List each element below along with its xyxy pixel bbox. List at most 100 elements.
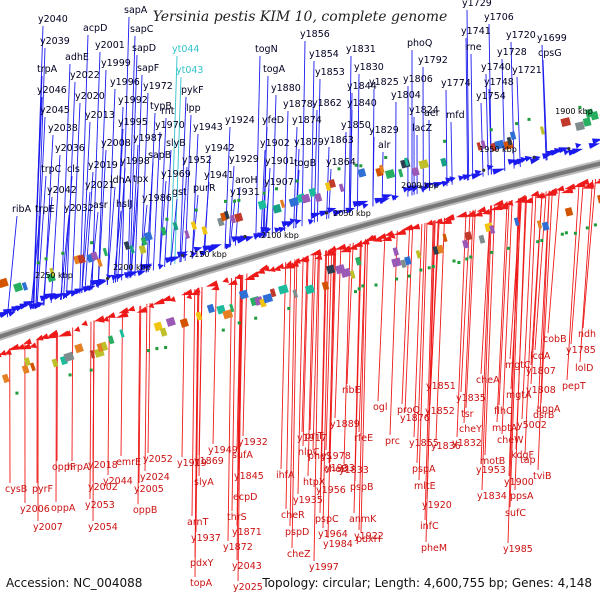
reverse-gene-label: pheM bbox=[421, 543, 447, 554]
forward-leader-line bbox=[203, 181, 210, 256]
forward-leader-line bbox=[395, 101, 397, 200]
rna-marker bbox=[89, 368, 93, 372]
reverse-gene-label: pdxH bbox=[356, 534, 381, 545]
feature-block bbox=[107, 335, 115, 345]
reverse-gene-label: y1833 bbox=[339, 465, 369, 476]
forward-gene-label: togB bbox=[294, 158, 316, 169]
reverse-gene-label: y1978 bbox=[321, 451, 351, 462]
forward-gene-label: y2020 bbox=[75, 91, 105, 102]
reverse-gene-label: prc bbox=[385, 436, 400, 447]
forward-feature bbox=[411, 186, 419, 193]
forward-leader-line bbox=[466, 9, 470, 181]
forward-gene-label: y2040 bbox=[38, 14, 68, 25]
reverse-feature bbox=[523, 197, 534, 204]
reverse-leader-line bbox=[138, 305, 142, 484]
forward-leader-line bbox=[170, 198, 178, 266]
rna-marker bbox=[452, 259, 456, 263]
reverse-gene-label: emrE bbox=[116, 457, 141, 468]
forward-gene-label: y1854 bbox=[309, 49, 339, 60]
rna-marker bbox=[147, 349, 150, 353]
feature-block bbox=[597, 194, 600, 204]
forward-leader-line bbox=[293, 126, 298, 229]
forward-gene-label: trpC bbox=[41, 164, 62, 175]
forward-gene-label: aer bbox=[424, 108, 440, 119]
reverse-gene-label: y1832 bbox=[452, 438, 482, 449]
rna-marker bbox=[431, 265, 435, 268]
feature-block bbox=[238, 289, 249, 300]
forward-gene-label: y1721 bbox=[512, 65, 542, 76]
forward-gene-label: y2019 bbox=[88, 160, 118, 171]
forward-leader-line bbox=[381, 151, 384, 204]
reverse-gene-label: y5002 bbox=[517, 420, 547, 431]
reverse-leader-line bbox=[71, 327, 74, 462]
rna-marker bbox=[489, 128, 493, 132]
feature-block bbox=[159, 327, 168, 337]
reverse-gene-label: arnT bbox=[187, 517, 209, 528]
forward-feature bbox=[588, 143, 600, 149]
rna-marker bbox=[560, 232, 564, 236]
reverse-leader-line bbox=[514, 196, 527, 491]
rna-marker bbox=[536, 240, 540, 244]
rna-marker bbox=[593, 223, 597, 227]
feature-block bbox=[123, 241, 131, 251]
reverse-feature bbox=[285, 260, 293, 267]
forward-gene-label: acpD bbox=[83, 23, 107, 34]
reverse-leader-line bbox=[285, 260, 292, 510]
forward-leader-line bbox=[115, 128, 124, 283]
forward-leader-line bbox=[130, 144, 139, 278]
reverse-gene-label: sufC bbox=[505, 508, 526, 519]
forward-gene-label: aroH bbox=[235, 175, 257, 186]
feature-block bbox=[398, 168, 404, 178]
reverse-feature bbox=[564, 183, 576, 190]
reverse-feature bbox=[118, 307, 129, 314]
forward-leader-line bbox=[35, 47, 46, 308]
reverse-feature bbox=[126, 305, 136, 312]
feature-block bbox=[418, 159, 429, 170]
reverse-leader-line bbox=[456, 212, 467, 438]
reverse-leader-line bbox=[377, 233, 386, 402]
forward-leader-line bbox=[81, 121, 91, 294]
forward-feature bbox=[265, 227, 272, 234]
forward-gene-label: y1931 bbox=[230, 187, 260, 198]
rna-marker bbox=[164, 346, 168, 349]
feature-block bbox=[292, 289, 299, 299]
reverse-feature bbox=[74, 326, 81, 332]
forward-leader-line bbox=[179, 96, 187, 263]
forward-gene-label: cls bbox=[67, 164, 80, 175]
forward-leader-line bbox=[130, 185, 139, 278]
rna-marker bbox=[295, 179, 299, 183]
feature-block bbox=[392, 247, 399, 256]
feature-block bbox=[143, 231, 153, 242]
reverse-feature bbox=[314, 254, 323, 260]
forward-leader-line bbox=[501, 58, 506, 172]
tick-mark bbox=[419, 185, 423, 189]
reverse-leader-line bbox=[534, 191, 547, 351]
reverse-gene-label: lolD bbox=[575, 363, 593, 374]
reverse-leader-line bbox=[334, 246, 342, 419]
feature-block bbox=[560, 117, 572, 127]
reverse-leader-line bbox=[237, 274, 243, 582]
rna-marker bbox=[194, 208, 198, 212]
forward-gene-label: togA bbox=[263, 64, 286, 75]
reverse-gene-label: y1900 bbox=[504, 477, 534, 488]
forward-leader-line bbox=[348, 55, 352, 213]
reverse-leader-line bbox=[242, 273, 248, 437]
forward-leader-line bbox=[480, 102, 484, 177]
forward-gene-label: typB bbox=[150, 101, 172, 112]
reverse-gene-label: motA bbox=[492, 423, 518, 434]
reverse-gene-label: y1949 bbox=[208, 445, 238, 456]
reverse-feature bbox=[409, 223, 421, 230]
rna-marker bbox=[573, 231, 577, 235]
reverse-gene-label: y1953 bbox=[476, 465, 506, 476]
forward-leader-line bbox=[174, 76, 182, 264]
feature-block bbox=[165, 316, 176, 327]
reverse-leader-line bbox=[312, 252, 319, 451]
reverse-gene-label: ecpD bbox=[233, 492, 257, 503]
forward-gene-label: y1999 bbox=[101, 58, 131, 69]
reverse-feature bbox=[152, 298, 165, 305]
forward-leader-line bbox=[228, 165, 235, 248]
reverse-feature bbox=[481, 208, 491, 215]
tick-mark bbox=[324, 211, 329, 215]
feature-block bbox=[400, 158, 411, 169]
forward-gene-label: y1720 bbox=[506, 30, 536, 41]
